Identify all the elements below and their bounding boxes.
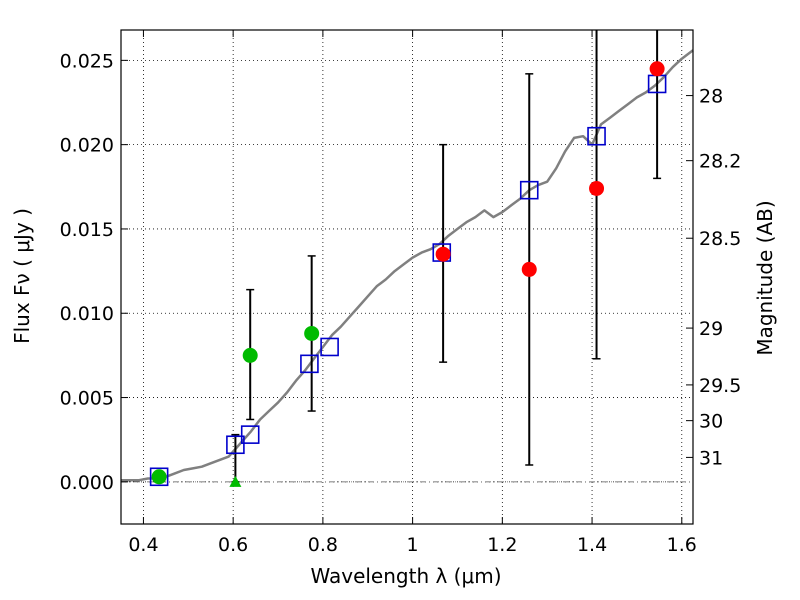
model-point-square	[149, 467, 169, 487]
x-tick-label: 0.6	[218, 534, 248, 556]
magnitude-tick-label: 30	[699, 411, 723, 433]
optical-data-point	[242, 347, 258, 363]
y-tick-label: 0.020	[60, 135, 114, 157]
magnitude-tick-label: 29	[699, 318, 723, 340]
x-tick-label: 1.2	[487, 534, 517, 556]
x-tick-label: 0.4	[128, 534, 158, 556]
model-point-square	[240, 425, 260, 444]
y-tick-label: 0.015	[60, 219, 114, 241]
model-point-square	[300, 354, 319, 374]
y-tick-label: 0.010	[60, 303, 114, 325]
y-axis-ticks: 0.000 0.005 0.010 0.015 0.020 0.025	[60, 50, 128, 494]
y-axis-label: Flux Fν ( μJy )	[10, 208, 34, 344]
nir-data-point	[589, 180, 605, 196]
x-tick-label: 1.6	[667, 534, 697, 556]
nir-data-point	[435, 246, 451, 262]
x-axis-ticks: 0.4 0.6 0.8 1 1.2 1.4 1.6	[128, 30, 697, 556]
magnitude-tick-label: 28.2	[699, 151, 741, 173]
plot-frame	[120, 29, 694, 525]
magnitude-tick-label: 29.5	[699, 375, 741, 397]
nir-data-point	[521, 261, 537, 277]
model-spectrum-line	[121, 49, 694, 482]
model-point-square	[226, 435, 245, 455]
model-point-square	[320, 337, 339, 357]
x-axis-label: Wavelength λ (μm)	[310, 564, 501, 588]
x-tick-label: 1.4	[577, 534, 607, 556]
magnitude-tick-label: 28.5	[699, 228, 741, 250]
magnitude-axis-label: Magnitude (AB)	[753, 200, 777, 355]
grid-lines	[121, 30, 693, 524]
model-point-square	[519, 180, 539, 200]
upper-limit-triangle	[229, 475, 242, 487]
optical-data-point	[304, 325, 320, 341]
y-tick-label: 0.025	[60, 50, 114, 72]
x-tick-label: 0.8	[308, 534, 338, 556]
magnitude-axis-ticks: 28 28.2 28.5 29 29.5 30 31	[686, 86, 741, 469]
magnitude-tick-label: 28	[699, 86, 723, 108]
model-point-square	[587, 126, 606, 146]
data-markers	[149, 61, 667, 487]
x-tick-label: 1	[407, 534, 419, 556]
y-tick-label: 0.005	[60, 388, 114, 410]
y-tick-label: 0.000	[60, 472, 114, 494]
nir-data-point	[649, 61, 665, 77]
magnitude-tick-label: 31	[699, 447, 723, 469]
optical-data-point	[151, 469, 167, 485]
